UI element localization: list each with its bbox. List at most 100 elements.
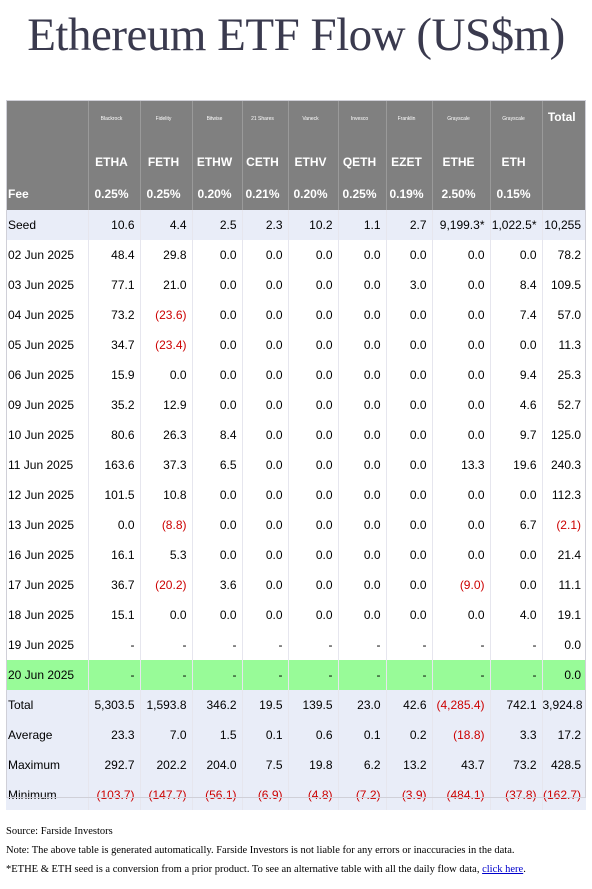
flow-value-cell: 0.0: [432, 480, 491, 510]
flow-value-cell: 0.0: [192, 510, 243, 540]
flow-value-cell: 0.1: [338, 720, 387, 750]
row-label-cell: 05 Jun 2025: [6, 330, 89, 360]
row-total-cell: 0.0: [542, 660, 586, 690]
fee-cell: 0.20%: [288, 178, 339, 210]
table-row: 12 Jun 2025 101.5 10.8 0.0 0.0 0.0 0.0 0.0 0.0 0.…: [6, 480, 586, 510]
flow-value-cell: 0.0: [192, 270, 243, 300]
fee-cell: 0.21%: [242, 178, 289, 210]
flow-value-cell: 19.8: [288, 750, 339, 780]
flow-value-cell: 0.0: [432, 240, 491, 270]
flow-value-cell: 21.0: [140, 270, 193, 300]
flow-value-cell: 10.2: [288, 210, 339, 240]
footer-note: Note: The above table is generated autom…: [6, 845, 515, 856]
table-row: 10 Jun 2025 80.6 26.3 8.4 0.0 0.0 0.0 0.0 0.0 9.7…: [6, 420, 586, 450]
flow-value-cell: 0.0: [288, 360, 339, 390]
flow-value-cell: 0.0: [338, 420, 387, 450]
flow-value-cell: 13.2: [386, 750, 433, 780]
flow-value-cell: (6.9): [242, 780, 289, 810]
flow-value-cell: 0.0: [386, 450, 433, 480]
flow-value-cell: (23.4): [140, 330, 193, 360]
flow-value-cell: 0.0: [288, 270, 339, 300]
flow-value-cell: 4.4: [140, 210, 193, 240]
fee-cell: 2.50%: [432, 178, 491, 210]
flow-value-cell: 0.0: [242, 570, 289, 600]
flow-value-cell: (9.0): [432, 570, 491, 600]
row-label-cell: 06 Jun 2025: [6, 360, 89, 390]
flow-value-cell: 0.0: [338, 300, 387, 330]
flow-value-cell: -: [386, 630, 433, 660]
flow-value-cell: 0.0: [432, 420, 491, 450]
ticker-header-cell: CETH: [242, 146, 289, 178]
flow-value-cell: 0.0: [242, 450, 289, 480]
flow-value-cell: -: [288, 660, 339, 690]
flow-value-cell: 0.0: [242, 540, 289, 570]
flow-value-cell: -: [338, 630, 387, 660]
flow-value-cell: 0.0: [432, 510, 491, 540]
row-total-cell: 3,924.8: [542, 690, 586, 720]
footer-link-suffix: .: [523, 864, 526, 875]
row-total-cell: 10,255: [542, 210, 586, 240]
table-row: 16 Jun 2025 16.1 5.3 0.0 0.0 0.0 0.0 0.0 0.0 0.0 2…: [6, 540, 586, 570]
flow-value-cell: 346.2: [192, 690, 243, 720]
flow-value-cell: 3.6: [192, 570, 243, 600]
flow-value-cell: (147.7): [140, 780, 193, 810]
row-total-cell: 17.2: [542, 720, 586, 750]
flow-value-cell: 0.0: [288, 510, 339, 540]
flow-value-cell: -: [140, 630, 193, 660]
flow-value-cell: 3.3: [490, 720, 543, 750]
flow-value-cell: 37.3: [140, 450, 193, 480]
flow-value-cell: (18.8): [432, 720, 491, 750]
table-row: 02 Jun 2025 48.4 29.8 0.0 0.0 0.0 0.0 0.0 0.0 0.0…: [6, 240, 586, 270]
flow-value-cell: -: [88, 630, 141, 660]
click-here-link[interactable]: click here: [482, 864, 524, 875]
flow-value-cell: 0.0: [386, 600, 433, 630]
flow-value-cell: 0.0: [386, 420, 433, 450]
flow-value-cell: 0.0: [192, 540, 243, 570]
flow-value-cell: -: [140, 660, 193, 690]
seed-row: Seed 10.6 4.4 2.5 2.3 10.2 1.1 2.7 9,199.3* 1,022…: [6, 210, 586, 240]
flow-value-cell: 0.0: [338, 330, 387, 360]
flow-value-cell: (484.1): [432, 780, 491, 810]
table-row: 17 Jun 2025 36.7 (20.2) 3.6 0.0 0.0 0.0 0.0 (9.0…: [6, 570, 586, 600]
flow-value-cell: 0.0: [386, 510, 433, 540]
flow-value-cell: (23.6): [140, 300, 193, 330]
flow-value-cell: 0.0: [288, 450, 339, 480]
table-row: 09 Jun 2025 35.2 12.9 0.0 0.0 0.0 0.0 0.0 0.0 4.6…: [6, 390, 586, 420]
fee-cell: 0.15%: [490, 178, 543, 210]
flow-value-cell: 73.2: [490, 750, 543, 780]
flow-value-cell: 10.8: [140, 480, 193, 510]
flow-value-cell: 15.9: [88, 360, 141, 390]
flow-value-cell: 0.0: [192, 330, 243, 360]
summary-row: Average 23.3 7.0 1.5 0.1 0.6 0.1 0.2 (18.8) 3.3 17…: [6, 720, 586, 750]
flow-value-cell: (37.8): [490, 780, 543, 810]
flow-value-cell: (103.7): [88, 780, 141, 810]
table-row: 11 Jun 2025 163.6 37.3 6.5 0.0 0.0 0.0 0.0 13.3 1…: [6, 450, 586, 480]
flow-value-cell: 7.4: [490, 300, 543, 330]
table-row: 06 Jun 2025 15.9 0.0 0.0 0.0 0.0 0.0 0.0 0.0 9.4 2…: [6, 360, 586, 390]
flow-value-cell: 0.0: [242, 390, 289, 420]
fee-cell: 0.19%: [386, 178, 433, 210]
flow-value-cell: 15.1: [88, 600, 141, 630]
row-total-cell: 78.2: [542, 240, 586, 270]
issuer-header-cell: Blackrock: [88, 100, 141, 146]
flow-value-cell: 6.2: [338, 750, 387, 780]
table-row: 13 Jun 2025 0.0 (8.8) 0.0 0.0 0.0 0.0 0.0 0.0 6.7…: [6, 510, 586, 540]
row-label-cell: 18 Jun 2025: [6, 600, 89, 630]
flow-value-cell: 4.0: [490, 600, 543, 630]
flow-value-cell: 9,199.3*: [432, 210, 491, 240]
flow-value-cell: 12.9: [140, 390, 193, 420]
flow-value-cell: -: [338, 660, 387, 690]
fee-cell: 0.20%: [192, 178, 243, 210]
flow-value-cell: 0.0: [140, 600, 193, 630]
row-label-cell: 20 Jun 2025: [6, 660, 89, 690]
flow-value-cell: 0.0: [288, 540, 339, 570]
flow-value-cell: 34.7: [88, 330, 141, 360]
flow-value-cell: 0.0: [242, 270, 289, 300]
ticker-header-cell: ETHE: [432, 146, 491, 178]
flow-value-cell: 7.0: [140, 720, 193, 750]
ticker-header-cell: ETHA: [88, 146, 141, 178]
flow-value-cell: 292.7: [88, 750, 141, 780]
flow-value-cell: -: [192, 660, 243, 690]
flow-value-cell: 0.0: [432, 300, 491, 330]
flow-value-cell: 0.0: [288, 330, 339, 360]
